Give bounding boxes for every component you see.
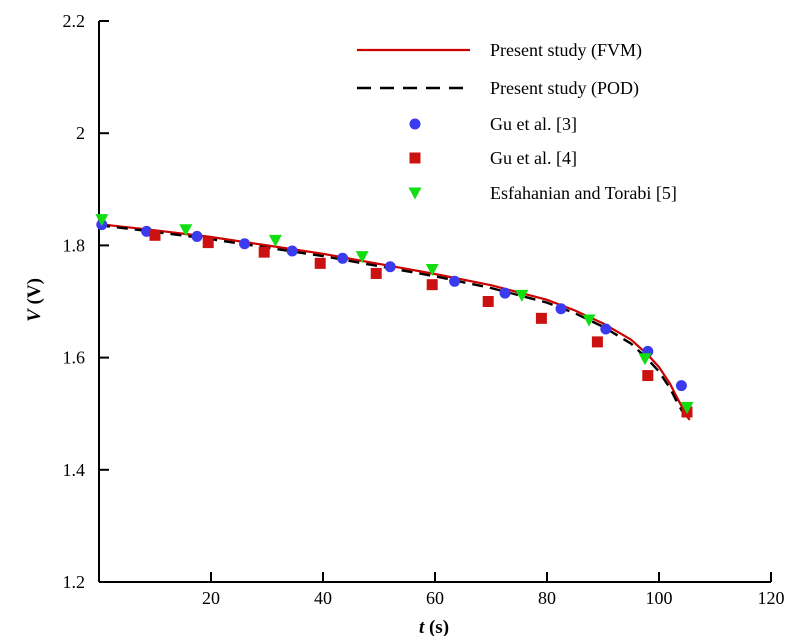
data-point-series-5 (179, 224, 193, 237)
data-point-series-5 (515, 289, 529, 302)
legend-label-2: Present study (POD) (490, 78, 639, 99)
data-point-series-3 (449, 275, 461, 287)
y-tick-label: 1.2 (63, 572, 86, 592)
x-tick-label: 60 (426, 588, 444, 608)
legend-label-1: Present study (FVM) (490, 40, 642, 61)
ticks: 20 40 60 80 100 120 1.2 1.4 1.6 1.8 2 2.2 (63, 11, 785, 608)
data-point-series-4 (314, 257, 326, 269)
x-axis-unit: (s) (424, 617, 449, 636)
y-tick-label: 2.2 (63, 11, 86, 31)
data-point-series-3 (141, 225, 153, 237)
data-point-series-5 (268, 234, 282, 247)
y-tick-label: 1.4 (63, 460, 86, 480)
data-point-series-3 (337, 252, 349, 264)
x-tick-label: 80 (538, 588, 556, 608)
y-tick-label: 2 (76, 123, 85, 143)
data-point-series-5 (355, 251, 369, 264)
x-tick-label: 20 (202, 588, 220, 608)
x-tick-label: 100 (646, 588, 673, 608)
y-axis-variable: V (24, 308, 45, 322)
x-axis-label: t (s) (419, 617, 449, 636)
x-axis-variable: t (419, 617, 425, 636)
y-tick-label: 1.6 (63, 348, 86, 368)
legend: Present study (FVM) Present study (POD) Gu… (357, 40, 677, 203)
data-point-series-4 (482, 296, 494, 307)
data-point-series-4 (591, 336, 603, 348)
data-point-series-4 (149, 229, 161, 241)
data-point-series-5 (582, 314, 596, 327)
data-point-series-3 (555, 303, 567, 315)
axes (98, 21, 771, 583)
legend-swatch-5 (408, 187, 422, 200)
legend-label-3: Gu et al. [3] (490, 114, 577, 134)
data-point-series-4 (370, 267, 382, 279)
data-point-series-3 (384, 261, 396, 273)
data-point-series-4 (535, 312, 547, 324)
data-point-series-3 (239, 238, 251, 250)
data-point-series-4 (258, 246, 270, 258)
data-point-series-5 (680, 402, 694, 415)
data-point-series-4 (426, 279, 438, 291)
data-point-series-3 (600, 323, 612, 335)
data-point-series-4 (202, 237, 214, 249)
data-point-series-3 (499, 287, 511, 299)
y-axis-unit: (V) (24, 278, 45, 309)
series-layer (95, 214, 694, 421)
data-point-series-3 (675, 380, 687, 392)
data-point-series-4 (642, 370, 654, 382)
data-point-series-5 (425, 264, 439, 277)
data-point-series-3 (286, 245, 298, 257)
legend-swatch-3 (409, 118, 421, 130)
series-line-1 (98, 223, 691, 421)
data-point-series-5 (638, 353, 652, 366)
x-tick-label: 40 (314, 588, 332, 608)
y-tick-label: 1.8 (63, 235, 86, 255)
legend-label-5: Esfahanian and Torabi [5] (490, 183, 677, 203)
y-axis-label: V (V) (24, 278, 45, 322)
x-tick-label: 120 (758, 588, 785, 608)
legend-label-4: Gu et al. [4] (490, 148, 577, 168)
data-point-series-3 (191, 230, 203, 242)
data-point-series-5 (95, 214, 109, 227)
legend-swatch-4 (409, 152, 421, 164)
